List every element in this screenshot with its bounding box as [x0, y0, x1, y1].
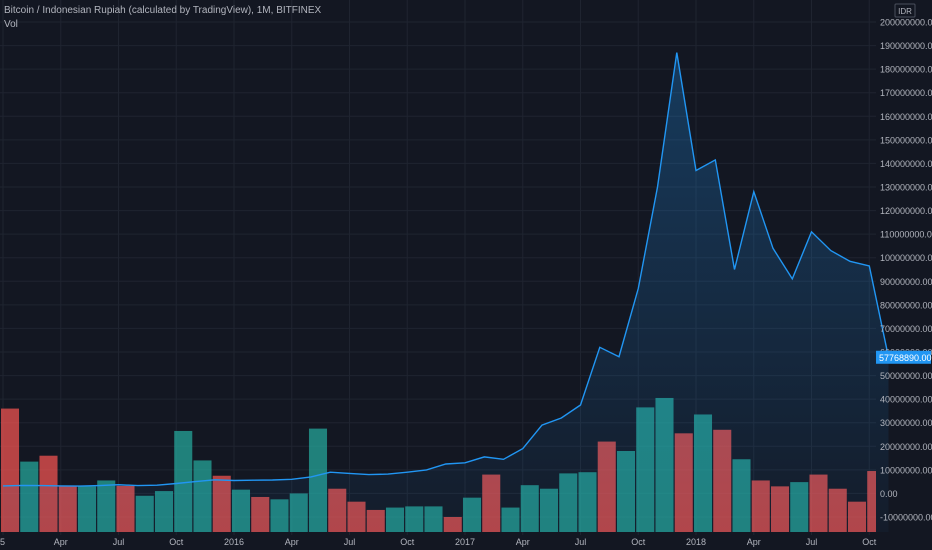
y-tick-label: 120000000.00	[880, 206, 932, 216]
y-tick-label: -10000000.00	[880, 513, 932, 523]
y-tick-label: 200000000.00	[880, 18, 932, 28]
x-tick-label: Jul	[575, 537, 587, 547]
x-tick-label: Oct	[862, 537, 877, 547]
price-area	[3, 52, 889, 532]
price-line	[2, 52, 890, 487]
y-tick-label: 140000000.00	[880, 159, 932, 169]
x-tick-label: Apr	[516, 537, 530, 547]
x-tick-label: 5	[0, 537, 5, 547]
y-tick-label: 90000000.00	[880, 277, 932, 287]
currency-badge-label: IDR	[898, 7, 912, 16]
x-tick-label: Jul	[344, 537, 356, 547]
chart-legend: Bitcoin / Indonesian Rupiah (calculated …	[4, 4, 321, 32]
price-area-fill	[3, 52, 889, 532]
last-price-badge	[876, 350, 931, 364]
time-axis[interactable]: 5 Apr Jul Oct 2016 Apr Jul Oct 2017 Apr Jul Oct 2018…	[0, 537, 877, 547]
y-tick-label: 10000000.00	[880, 465, 932, 475]
x-tick-label: 2018	[686, 537, 706, 547]
y-tick-label: 70000000.00	[880, 324, 932, 334]
x-tick-label: Oct	[631, 537, 646, 547]
last-price-label: 57768890.00	[879, 353, 932, 363]
x-tick-label: Jul	[113, 537, 125, 547]
y-tick-label: 180000000.00	[880, 65, 932, 75]
currency-badge	[894, 3, 916, 18]
x-tick-label: 2016	[224, 537, 244, 547]
y-tick-label: 40000000.00	[880, 395, 932, 405]
y-tick-label: 80000000.00	[880, 300, 932, 310]
price-series-line	[2, 52, 890, 487]
volume-label[interactable]: Vol	[4, 19, 18, 30]
y-tick-label: 110000000.00	[880, 230, 932, 240]
x-tick-label: Apr	[285, 537, 299, 547]
x-tick-label: Oct	[169, 537, 184, 547]
y-tick-label: 150000000.00	[880, 135, 932, 145]
x-tick-label: Oct	[400, 537, 415, 547]
y-tick-label: 100000000.00	[880, 253, 932, 263]
y-tick-label: 160000000.00	[880, 112, 932, 122]
x-tick-label: Apr	[54, 537, 68, 547]
y-tick-label: 190000000.00	[880, 41, 932, 51]
y-tick-label: 130000000.00	[880, 183, 932, 193]
x-tick-label: Apr	[747, 537, 761, 547]
y-tick-label: 50000000.00	[880, 371, 932, 381]
x-tick-label: 2017	[455, 537, 475, 547]
y-tick-label: 30000000.00	[880, 418, 932, 428]
price-axis[interactable]: 200000000.00 190000000.00 180000000.00 1700…	[876, 3, 932, 523]
x-tick-label: Jul	[806, 537, 818, 547]
y-tick-label: 0.00	[880, 489, 898, 499]
symbol-title[interactable]: Bitcoin / Indonesian Rupiah (calculated …	[4, 5, 322, 16]
y-tick-label: 170000000.00	[880, 88, 932, 98]
y-tick-label: 20000000.00	[880, 442, 932, 452]
